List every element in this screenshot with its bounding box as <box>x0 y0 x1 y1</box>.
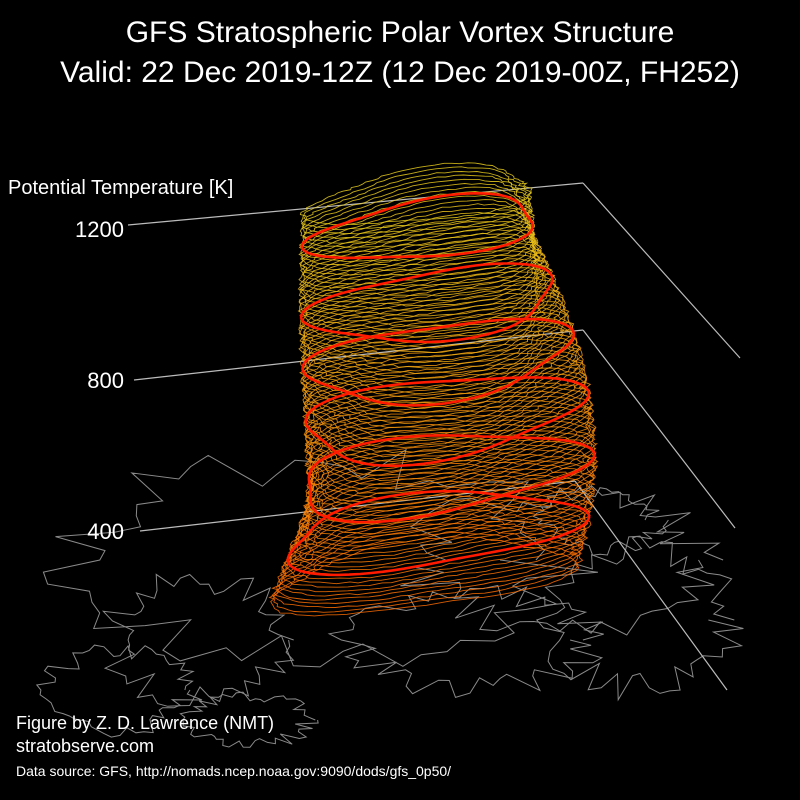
isosurface-contour <box>298 270 560 353</box>
isosurface-contour <box>281 499 589 585</box>
isosurface-contour <box>301 186 535 253</box>
isosurface-contour <box>301 174 533 239</box>
isosurface-contour <box>278 513 587 597</box>
isosurface-contour <box>301 288 566 374</box>
axis-line <box>127 182 584 226</box>
isosurface-contour <box>297 258 554 338</box>
isosurface-contour <box>304 405 595 495</box>
z-tick-label: 800 <box>87 368 124 393</box>
isosurface-contour <box>298 229 540 302</box>
isosurface-contour <box>298 250 549 327</box>
coastline <box>327 584 604 699</box>
axis-line <box>574 480 728 691</box>
z-axis-label: Potential Temperature [K] <box>8 177 233 199</box>
axis-line <box>582 182 741 359</box>
chart-title: GFS Stratospheric Polar Vortex Structure <box>126 16 675 49</box>
isosurface-contour <box>303 381 592 472</box>
axis-line <box>582 329 736 529</box>
isosurface-contour <box>302 352 586 444</box>
isosurface-contour <box>300 454 595 543</box>
z-tick-label: 1200 <box>75 217 124 242</box>
highlighted-contour <box>301 317 576 407</box>
isosurface-contour <box>300 338 583 429</box>
isosurface-contour <box>283 494 592 580</box>
data-source: Data source: GFS, http://nomads.ncep.noa… <box>16 763 451 779</box>
isosurface-contour <box>300 166 533 231</box>
isosurface-contour <box>301 450 596 539</box>
isosurface-contour <box>302 347 584 439</box>
isosurface-contour <box>304 399 595 490</box>
credit-site: stratobserve.com <box>16 736 154 756</box>
chart-subtitle: Valid: 22 Dec 2019-12Z (12 Dec 2019-00Z,… <box>60 56 740 89</box>
isosurface-contour <box>277 518 584 601</box>
isosurface-contour <box>281 503 587 588</box>
isosurface-contour <box>298 245 549 323</box>
highlighted-contour <box>307 434 596 524</box>
isosurface-contour <box>303 221 538 292</box>
isosurface-contour <box>299 162 533 226</box>
isosurface-contour <box>300 306 572 395</box>
coastline <box>535 535 744 702</box>
isosurface-contour <box>304 409 597 499</box>
isosurface-contour <box>297 232 542 307</box>
isosurface-contour <box>299 178 533 244</box>
isosurface-contour <box>299 266 557 348</box>
isosurface-contour <box>303 362 588 454</box>
highlighted-contour <box>299 262 554 344</box>
coastline <box>101 573 295 707</box>
highlighted-contour <box>300 191 535 260</box>
isosurface-contour <box>270 536 580 617</box>
isosurface-contour <box>289 481 594 568</box>
isosurface-contour <box>298 297 570 384</box>
z-axis-ticks: 400 800 1200 <box>75 217 124 544</box>
isosurface-contour <box>300 171 532 235</box>
highlighted-contour <box>286 489 591 577</box>
isosurface-contour <box>303 183 536 248</box>
isosurface-contour <box>302 366 592 458</box>
isosurface-contour <box>300 293 566 379</box>
highlighted-contour <box>304 376 591 468</box>
isosurface-contour <box>298 223 538 297</box>
z-tick-label: 400 <box>87 519 124 544</box>
vortex-contours <box>268 162 599 617</box>
isosurface-contour <box>268 531 584 613</box>
coastline <box>35 644 203 738</box>
credit-author: Figure by Z. D. Lawrence (NMT) <box>16 713 274 733</box>
coastline <box>179 691 319 748</box>
